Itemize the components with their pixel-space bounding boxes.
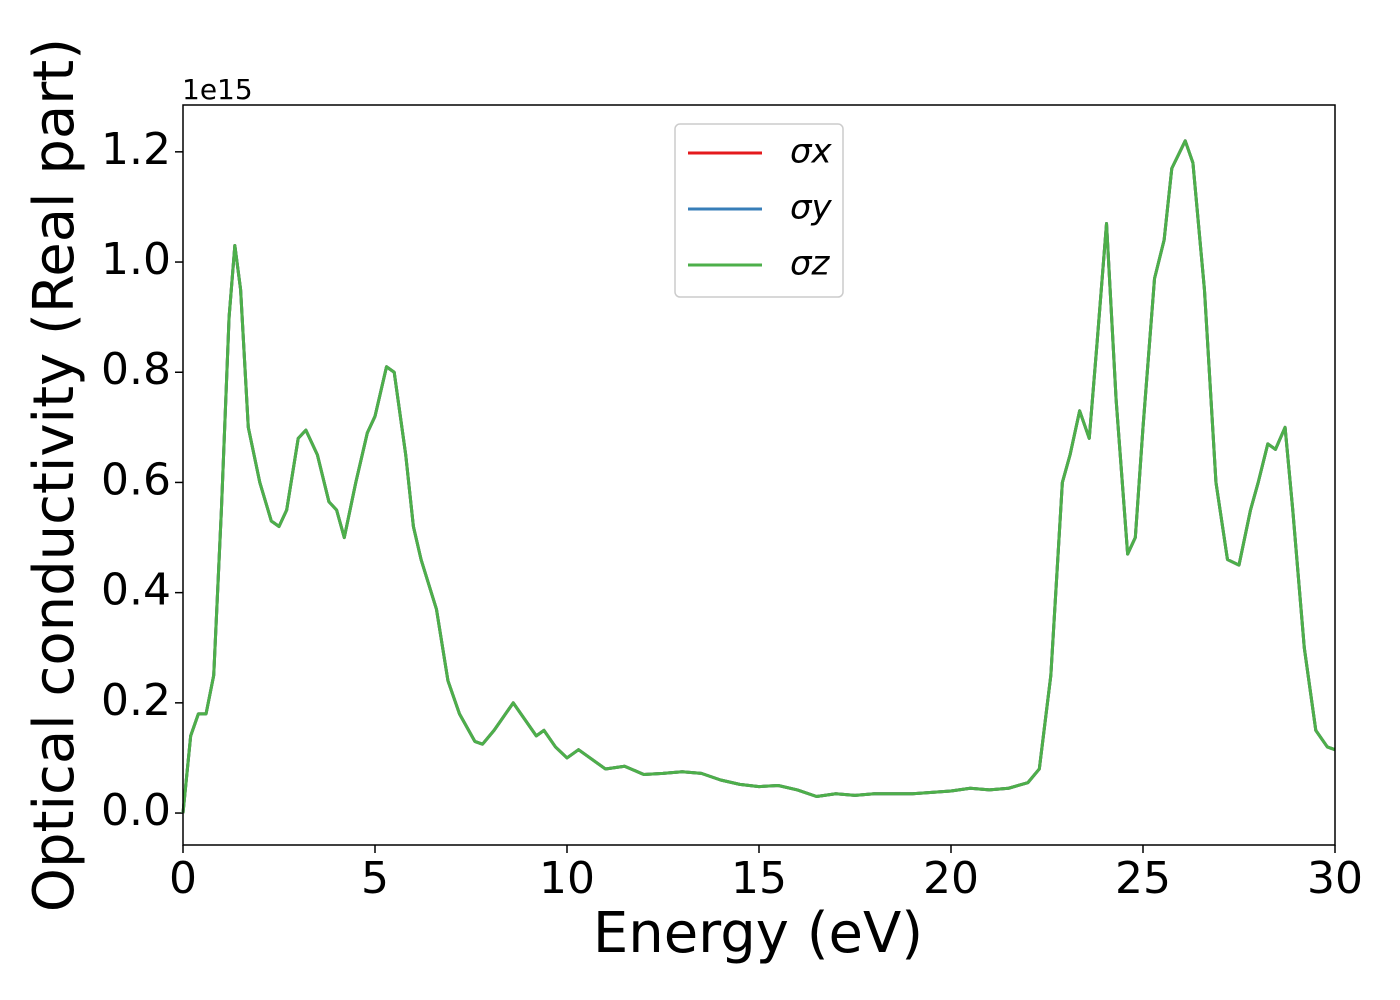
y-axis-label: Optical conductivity (Real part): [22, 38, 87, 912]
x-tick-label: 5: [361, 853, 389, 904]
x-tick-label: 20: [923, 853, 979, 904]
legend-label: σz: [790, 244, 831, 284]
y-offset-label: 1e15: [182, 73, 253, 106]
legend-label: σx: [790, 132, 833, 172]
y-tick-label: 0.8: [101, 344, 171, 395]
x-tick-label: 0: [169, 853, 197, 904]
plot-frame: [182, 104, 1336, 846]
x-tick-label: 10: [539, 853, 595, 904]
x-tick-label: 25: [1115, 853, 1171, 904]
y-tick-label: 0.2: [101, 675, 171, 726]
y-tick-label: 0.6: [101, 454, 171, 505]
y-tick-label: 0.4: [101, 565, 171, 616]
legend-label: σy: [790, 188, 833, 228]
y-tick-label: 0.0: [101, 785, 171, 836]
x-axis-label: Energy (eV): [593, 901, 923, 966]
x-tick-label: 15: [731, 853, 787, 904]
y-tick-label: 1.2: [101, 124, 171, 175]
y-tick-label: 1.0: [101, 234, 171, 285]
x-tick-label: 30: [1307, 853, 1363, 904]
line-series: [181, 139, 1336, 814]
